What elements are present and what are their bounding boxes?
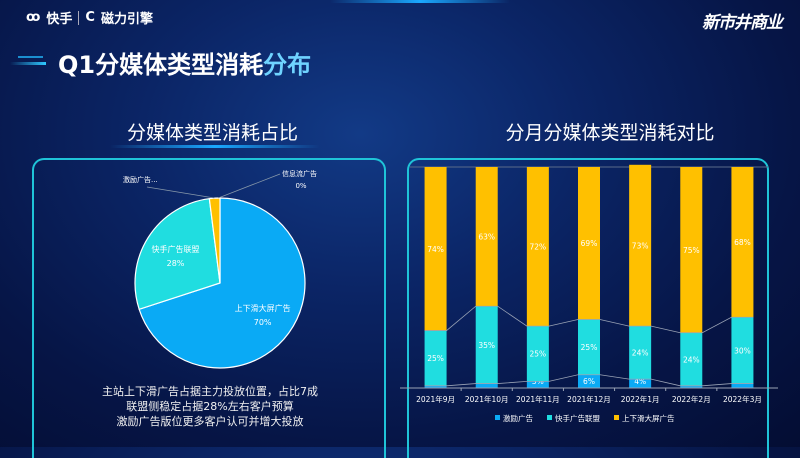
x-tick-label: 2022年1月 xyxy=(621,394,660,404)
pie-chart: 上下滑大屏广告 70% 快手广告联盟 28% 激励广告... 信息流广告 0% xyxy=(123,169,317,369)
x-tick-label: 2021年10月 xyxy=(465,394,509,404)
x-tick-label: 2021年9月 xyxy=(416,394,455,404)
bar-data-label: 30% xyxy=(734,346,751,355)
note-line: 主站上下滑广告占据主力投放位置，占比7成 xyxy=(102,385,318,398)
bar-data-label: 24% xyxy=(632,349,649,358)
bar-segment xyxy=(424,385,447,388)
brand-kuaishou: 快手 xyxy=(46,12,73,27)
bar-segment xyxy=(680,332,703,386)
right-subtitle: 分月分媒体类型消耗对比 xyxy=(505,122,715,144)
bar-segment xyxy=(475,167,498,307)
pie-slice xyxy=(138,197,306,369)
legend-swatch xyxy=(614,415,619,420)
page-title: Q1分媒体类型消耗分布 xyxy=(58,45,311,80)
page-title-highlight: 分布 xyxy=(263,51,312,79)
bar-segment xyxy=(578,374,600,388)
bar-data-label: 25% xyxy=(530,350,547,359)
pie-leader-line xyxy=(218,173,281,199)
bar-data-label: 63% xyxy=(478,233,495,242)
bar-segment xyxy=(680,167,703,333)
pie-panel xyxy=(32,158,386,458)
legend-swatch xyxy=(495,415,500,420)
bar-segment xyxy=(731,317,754,384)
bar-segment xyxy=(526,326,549,382)
bar-segment xyxy=(629,164,652,327)
bar-panel xyxy=(407,158,769,458)
legend-label: 激励广告 xyxy=(503,413,533,423)
x-tick-label: 2021年12月 xyxy=(567,394,611,404)
cili-logo-icon: C xyxy=(85,10,95,25)
bar-segment xyxy=(578,167,600,320)
bar-segment xyxy=(424,167,447,331)
bar-data-label: 73% xyxy=(632,241,649,250)
brand-divider xyxy=(78,10,80,25)
legend-swatch xyxy=(547,415,552,420)
bar-data-label: 35% xyxy=(478,341,495,350)
bar-segment xyxy=(731,167,754,318)
bar-data-label: 75% xyxy=(683,246,700,255)
bar-data-label: 68% xyxy=(734,238,751,247)
brand-cili: 磁力引擎 xyxy=(100,12,153,27)
pie-notes: 主站上下滑广告占据主力投放位置，占比7成 联盟侧稳定占据28%左右客户预算 激励… xyxy=(40,384,380,429)
bar-segment xyxy=(680,385,703,388)
bar-segment xyxy=(424,330,447,386)
brand: ꝏ 快手 C 磁力引擎 xyxy=(26,8,153,27)
x-tick-label: 2022年2月 xyxy=(672,394,711,404)
note-line: 激励广告版位更多客户认可并增大投放 xyxy=(116,415,304,428)
pie-slice xyxy=(208,197,221,284)
note-line: 联盟侧稳定占据28%左右客户预算 xyxy=(126,400,294,413)
pie-slice xyxy=(134,197,221,311)
pie-label: 上下滑大屏广告 xyxy=(235,303,291,313)
pie-label: 信息流广告 xyxy=(282,169,317,178)
title-decoration xyxy=(10,62,46,65)
xinshijing-logo: 新市井商业 xyxy=(702,13,783,33)
pie-label: 快手广告联盟 xyxy=(152,244,200,254)
title-decoration xyxy=(18,56,43,58)
bar-data-label: 25% xyxy=(581,343,598,352)
bar-data-label: 72% xyxy=(530,243,547,252)
bar-segment xyxy=(526,167,549,327)
x-tick-label: 2022年3月 xyxy=(723,394,762,404)
bar-segment xyxy=(629,379,652,388)
legend-label: 快手广告联盟 xyxy=(555,413,600,423)
pie-leader-line xyxy=(146,186,215,199)
bar-data-label: 24% xyxy=(683,355,700,364)
pie-value: 28% xyxy=(167,259,185,268)
left-subtitle: 分媒体类型消耗占比 xyxy=(126,122,298,144)
page-title-main: Q1分媒体类型消耗 xyxy=(58,51,264,79)
series-line xyxy=(424,374,754,387)
bar-segment xyxy=(731,383,754,388)
legend-label: 上下滑大屏广告 xyxy=(622,413,675,423)
bar-segment xyxy=(629,326,652,380)
pie-value: 0% xyxy=(295,182,306,190)
bar-data-label: 69% xyxy=(581,239,598,248)
bar-data-label: 25% xyxy=(427,354,444,363)
bar-segment xyxy=(475,383,498,388)
pie-label: 激励广告... xyxy=(123,175,158,184)
bar-data-label: 74% xyxy=(427,245,444,254)
x-tick-label: 2021年11月 xyxy=(516,394,560,404)
stacked-bar-chart: 1%2%3%6%4%1%2%25%35%25%25%24%24%30%74%63… xyxy=(400,164,778,423)
series-line xyxy=(424,305,754,334)
kuaishou-logo-icon: ꝏ xyxy=(26,10,41,25)
bar-data-label: 6% xyxy=(583,377,595,386)
bar-segment xyxy=(475,306,498,384)
bar-segment xyxy=(578,319,600,375)
top-glow xyxy=(330,0,510,3)
left-subtitle-underline xyxy=(110,145,320,148)
bar-data-label: 4% xyxy=(634,377,646,386)
pie-value: 70% xyxy=(254,318,272,327)
bar-segment xyxy=(526,381,549,388)
